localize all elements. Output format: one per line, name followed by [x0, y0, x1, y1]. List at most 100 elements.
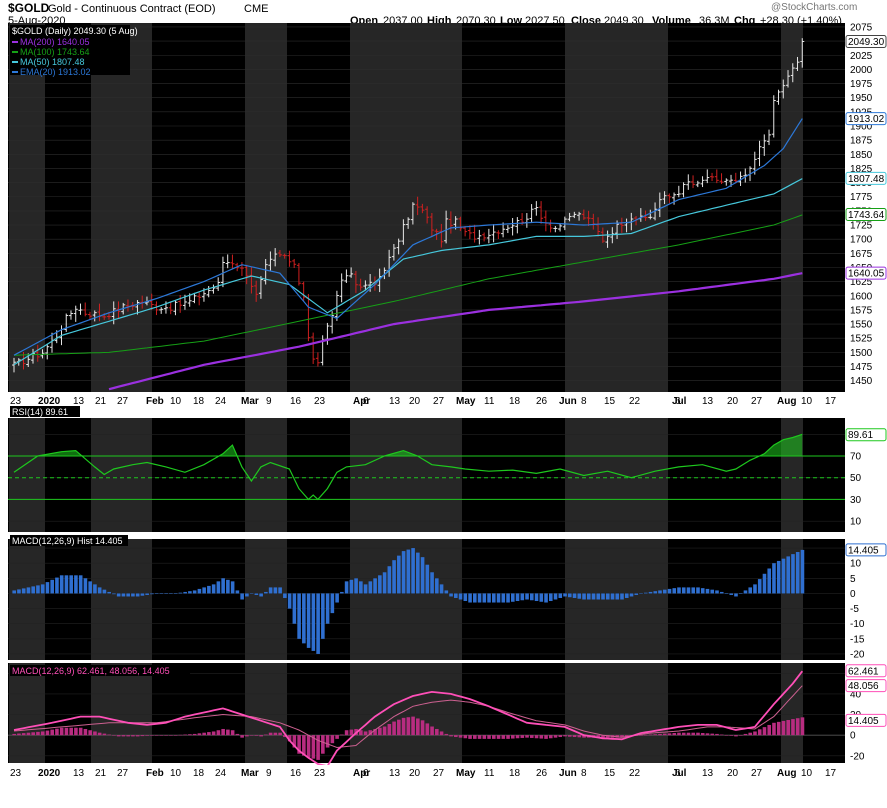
price-axis-tick-label: 1525 [850, 334, 873, 345]
price-axis-tick-label: 1825 [850, 164, 873, 175]
macd-x-tick-label: Jul [672, 768, 687, 779]
hist-bar [283, 593, 287, 598]
price-x-tick-label: 27 [751, 396, 763, 407]
hist-axis-tick-label: 5 [850, 574, 856, 585]
hist-bar [444, 590, 449, 594]
hist-bar [88, 581, 92, 594]
macd-x-tick-label: 22 [629, 768, 641, 779]
macd-hist-bar [762, 727, 767, 736]
macd-hist-bar [696, 732, 700, 736]
macd-value-tag-box [845, 679, 887, 693]
hist-bar [667, 588, 672, 594]
price-x-tick-label: Jun [559, 396, 577, 407]
hist-bar [416, 552, 420, 594]
macd-x-tick-label: 23 [10, 768, 22, 779]
hist-bar [316, 593, 320, 654]
macd-hist-bar [710, 733, 715, 736]
panel-2-month-shade [245, 539, 287, 660]
hist-bar [226, 579, 230, 594]
macd-hist-bar [102, 733, 107, 736]
price-x-tick-label: 11 [484, 396, 495, 407]
panel-0-month-shade [9, 23, 45, 392]
macd-hist-bar [169, 735, 173, 736]
price-axis-tick-label: 1725 [850, 221, 873, 232]
hist-bar [781, 558, 786, 594]
hist-bar [154, 593, 159, 594]
macd-hist-bar [439, 731, 444, 736]
macd-hist-bar [321, 735, 325, 754]
rsi-panel-title: RSI(14) 89.61 [12, 407, 68, 417]
hist-bar [245, 593, 249, 597]
macd-x-tick-label: 9 [266, 768, 272, 779]
hist-bar [373, 578, 377, 594]
hist-bar [458, 593, 463, 600]
hist-bar [582, 593, 586, 600]
price-value-tag-box [845, 266, 887, 280]
hist-bar [230, 581, 235, 594]
macd-hist-bar [392, 721, 396, 736]
legend-entry: MA(100) 1743.64 [20, 47, 90, 57]
hist-bar [321, 593, 325, 639]
macd-hist-bar [240, 735, 244, 738]
macd-hist-bar [511, 735, 515, 739]
hist-bar [738, 593, 743, 594]
hist-axis-tick-label: -10 [850, 619, 865, 630]
hist-bar [648, 591, 653, 594]
price-x-tick-label: 13 [73, 396, 85, 407]
macd-hist-bar [401, 717, 406, 736]
price-x-tick-label: 6 [363, 396, 369, 407]
hist-bar [772, 563, 776, 594]
hist-bar [586, 593, 591, 600]
hist-bar [515, 593, 520, 602]
hist-bar [639, 593, 643, 594]
hist-bar [335, 593, 339, 603]
macd-hist-bar [468, 735, 472, 739]
hist-bar [235, 590, 240, 594]
hist-bar [800, 549, 805, 594]
macd-hist-bar [406, 717, 411, 736]
hist-bar [615, 593, 620, 600]
price-x-tick-label: 13 [702, 396, 714, 407]
macd-hist-bar [363, 731, 368, 736]
price-x-tick-label: 17 [825, 396, 837, 407]
macd-hist-bar [316, 735, 320, 760]
hist-bar [767, 568, 772, 594]
price-axis-tick-label: 2025 [850, 51, 873, 62]
hist-bar [696, 587, 700, 594]
hist-bar [411, 548, 415, 594]
rsi-title-bg [10, 406, 80, 417]
hist-bar [69, 575, 73, 594]
panel-2-month-shade [9, 539, 45, 660]
macd-hist-bar [254, 735, 259, 736]
price-value-tag-box [845, 35, 887, 49]
price-x-tick-label: 23 [314, 396, 326, 407]
macd-hist-bar [183, 734, 187, 736]
hist-bar [553, 593, 558, 600]
hist-bar [387, 566, 392, 594]
rsi-line [13, 433, 803, 501]
macd-hist-bar [264, 734, 268, 736]
macd-hist-bar [12, 733, 16, 736]
macd-hist-bar [382, 726, 387, 736]
macd-x-tick-label: 10 [801, 768, 813, 779]
rsi-axis-tick-label: 70 [850, 452, 862, 463]
macd-hist-bar [359, 730, 363, 736]
macd-x-tick-label: 11 [484, 768, 495, 779]
macd-hist-bar [677, 732, 681, 736]
hist-bar [653, 591, 658, 594]
hist-bar [40, 584, 45, 594]
panel-3-month-shade [350, 663, 462, 763]
price-value-tag-box [845, 112, 887, 126]
macd-x-tick-label: 26 [536, 768, 548, 779]
price-axis-tick-label: 1950 [850, 93, 873, 104]
macd-hist-bar [373, 728, 377, 736]
hist-bar [534, 593, 539, 602]
hist-bar [45, 582, 50, 594]
macd-hist-bar [700, 733, 705, 736]
price-x-tick-label: 8 [581, 396, 587, 407]
price-x-tick-label: 6 [675, 396, 681, 407]
hist-bar [354, 578, 358, 594]
macd-hist-bar [420, 720, 425, 736]
hist-bar [207, 585, 211, 594]
